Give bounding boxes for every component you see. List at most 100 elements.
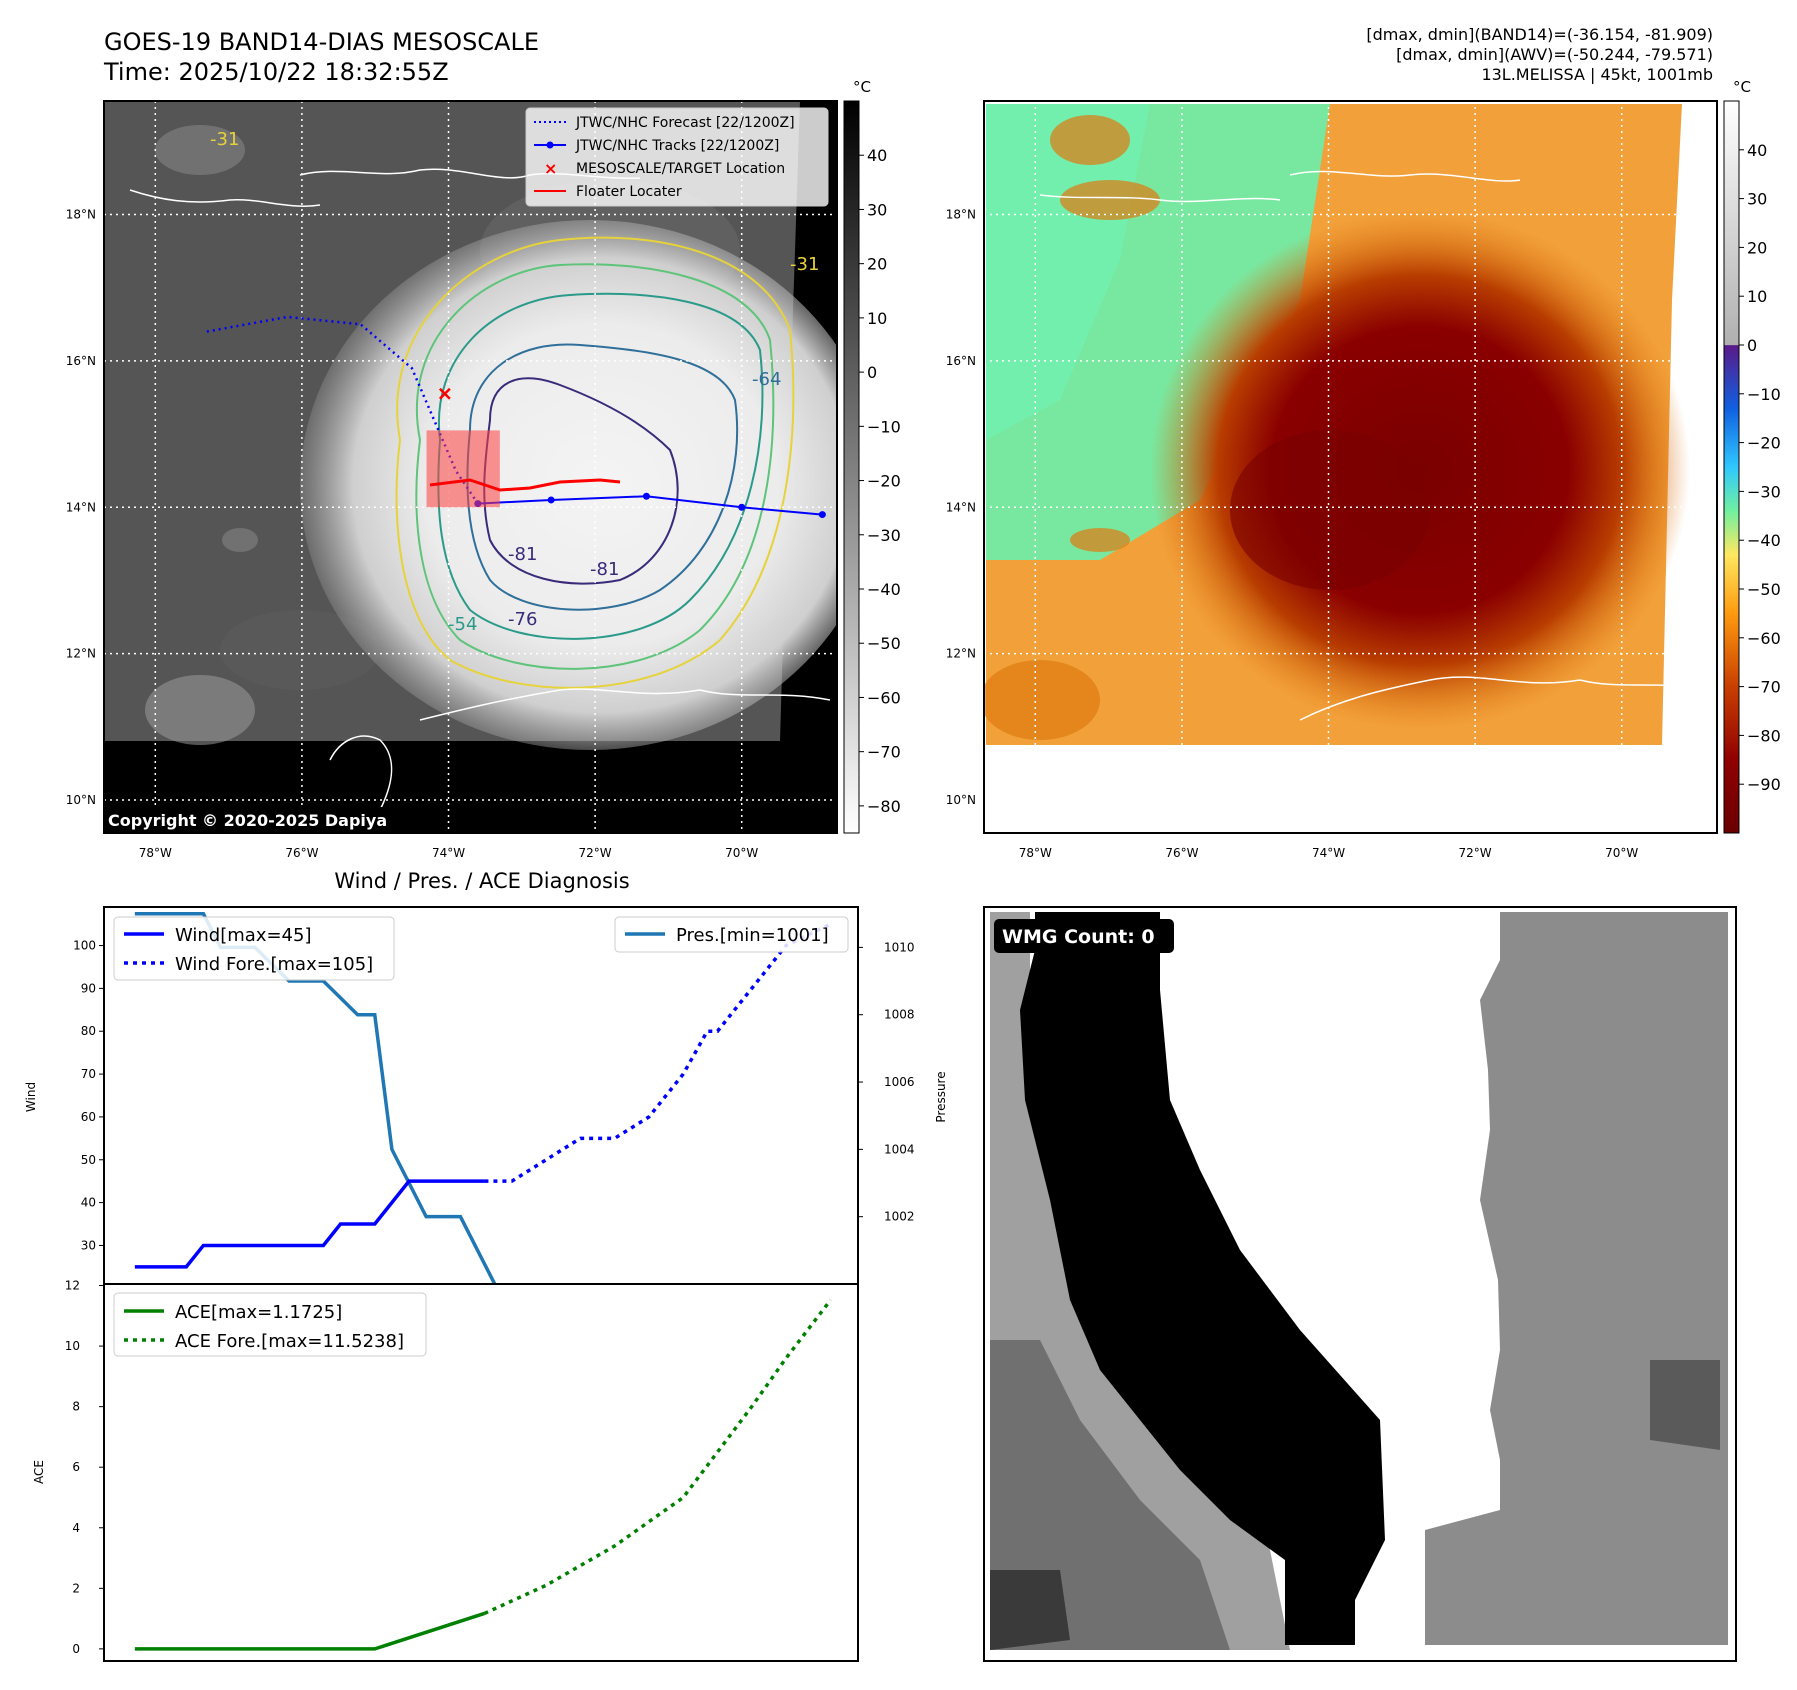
stats-storm: 13L.MELISSA | 45kt, 1001mb xyxy=(1481,65,1713,84)
ir-contours xyxy=(395,236,795,689)
ir-lat-ticks: 18°N 16°N 14°N 12°N 10°N xyxy=(66,207,96,807)
colorbar-tick-label: −80 xyxy=(867,797,901,816)
wmg-count-badge xyxy=(994,919,1174,953)
lat-tick-label: 16°N xyxy=(946,354,976,368)
ace-y-tick-label: 4 xyxy=(72,1521,80,1535)
lon-tick-label: 74°W xyxy=(1312,846,1345,860)
colorbar-tick-label: −30 xyxy=(1747,482,1781,501)
lon-tick-label: 70°W xyxy=(725,846,758,860)
colorbar-tick-label: 0 xyxy=(1747,336,1757,355)
pressure-y-tick-label: 1004 xyxy=(884,1142,915,1156)
wmg-dark-gray-region xyxy=(990,1570,1070,1650)
pres-legend-label: Pres.[min=1001] xyxy=(676,925,829,946)
colorbar-tick-label: −70 xyxy=(867,743,901,762)
ace-y-tick-label: 0 xyxy=(72,1642,80,1656)
contour-label: -64 xyxy=(752,369,781,390)
map-legend: JTWC/NHC Forecast [22/1200Z] JTWC/NHC Tr… xyxy=(525,107,829,207)
lon-tick-label: 76°W xyxy=(285,846,318,860)
series-line xyxy=(134,1179,485,1269)
wind-y-tick-label: 80 xyxy=(81,1024,96,1038)
band14-colorbar xyxy=(843,100,860,834)
track-point xyxy=(818,511,826,519)
contour-label: -54 xyxy=(448,614,477,635)
colorbar-tick-label: 20 xyxy=(1747,238,1767,257)
ace-axis-label: ACE xyxy=(32,1460,46,1484)
target-box xyxy=(426,430,500,508)
lat-tick-label: 16°N xyxy=(66,354,96,368)
wmg-frame xyxy=(983,906,1737,1662)
figure-time: Time: 2025/10/22 18:32:55Z xyxy=(103,58,449,86)
colorbar-tick-label: −20 xyxy=(1747,434,1781,453)
wmg-right-dark-patch xyxy=(1650,1360,1720,1450)
wind-y-tick-label: 50 xyxy=(81,1153,96,1167)
wv-coastlines xyxy=(1039,170,1701,721)
wind-legend-box xyxy=(113,916,395,981)
ir-satellite-map: -64 -76 -81 -81 -54 -31 -31 Copyright © … xyxy=(66,78,901,860)
lat-tick-label: 12°N xyxy=(946,647,976,661)
colorbar-tick-label: −10 xyxy=(1747,385,1781,404)
colorbar-tick-label: 40 xyxy=(867,146,887,165)
colorbar-tick-label: −80 xyxy=(1747,726,1781,745)
wv-dry-patches xyxy=(984,115,1160,740)
track-point xyxy=(738,503,746,511)
colorbar-tick-label: −10 xyxy=(867,417,901,436)
series-line xyxy=(134,1611,485,1651)
wv-storm-core xyxy=(1150,210,1690,730)
wind-y-tick-label: 90 xyxy=(81,981,96,995)
ace-y-tick-label: 10 xyxy=(65,1339,80,1353)
ace-fore-legend-label: ACE Fore.[max=11.5238] xyxy=(175,1331,404,1352)
colorbar-tick-label: −70 xyxy=(1747,678,1781,697)
stats-awv: [dmax, dmin](AWV)=(-50.244, -79.571) xyxy=(1396,45,1713,64)
ace-legend-box xyxy=(113,1292,427,1357)
colorbar-tick-label: 10 xyxy=(867,309,887,328)
wv-gridlines xyxy=(984,101,1717,833)
ace-legend-label: ACE[max=1.1725] xyxy=(175,1302,342,1323)
pressure-y-tick-label: 1002 xyxy=(884,1210,915,1224)
band14-colorbar-ticks: 40 30 20 10 0 −10 −20 −30 −40 −50 −60 −70 −80 xyxy=(859,146,901,816)
forecast-track-line xyxy=(206,315,479,505)
colorbar-tick-label: −60 xyxy=(867,688,901,707)
lon-tick-label: 76°W xyxy=(1165,846,1198,860)
pressure-y-ticks: 1002 1004 1006 1008 1010 xyxy=(858,940,915,1224)
wind-y-tick-label: 60 xyxy=(81,1110,96,1124)
wind-y-tick-label: 40 xyxy=(81,1196,96,1210)
lat-tick-label: 18°N xyxy=(946,207,976,221)
contour-label: -31 xyxy=(790,254,819,275)
wind-pressure-chart: Wind / Pres. / ACE Diagnosis 30 40 50 60 70 8… xyxy=(24,869,948,1285)
wmg-classification-panel: WMG Count: 0 xyxy=(983,906,1737,1662)
contour-label: -81 xyxy=(590,559,619,580)
ace-y-tick-label: 6 xyxy=(72,1460,80,1474)
pres-legend: Pres.[min=1001] xyxy=(614,916,849,953)
colorbar-tick-label: −50 xyxy=(867,634,901,653)
colorbar-tick-label: 40 xyxy=(1747,141,1767,160)
wind-y-ticks: 30 40 50 60 70 80 90 100 xyxy=(73,939,104,1252)
pres-legend-box xyxy=(614,916,849,953)
copyright-box xyxy=(104,807,416,833)
colorbar-tick-label: 30 xyxy=(867,200,887,219)
lat-tick-label: 14°N xyxy=(946,500,976,514)
lon-tick-label: 74°W xyxy=(432,846,465,860)
ace-series xyxy=(134,1298,832,1651)
awv-satellite-map: 78°W 76°W 74°W 72°W 70°W 18°N16°N14°N12°N10°… xyxy=(946,78,1781,860)
target-location-marker xyxy=(438,387,451,400)
lon-tick-label: 70°W xyxy=(1605,846,1638,860)
ir-frame xyxy=(103,100,838,834)
colorbar-tick-label: −40 xyxy=(1747,531,1781,550)
band14-colorbar-unit: °C xyxy=(853,78,871,96)
map-legend-box xyxy=(525,107,829,207)
awv-colorbar-unit: °C xyxy=(1733,78,1751,96)
pressure-axis-label: Pressure xyxy=(934,1071,948,1122)
pressure-y-tick-label: 1010 xyxy=(884,940,915,954)
lat-tick-label: 10°N xyxy=(66,793,96,807)
wv-lon-ticks: 78°W 76°W 74°W 72°W 70°W xyxy=(1019,846,1639,860)
wmg-right-gray-region xyxy=(1425,912,1728,1645)
contour-label: -81 xyxy=(508,544,537,565)
series-line xyxy=(484,922,832,1183)
copyright-text: Copyright © 2020-2025 Dapiya xyxy=(108,811,387,830)
wind-legend-label: Wind[max=45] xyxy=(175,925,312,946)
ace-legend: ACE[max=1.1725] ACE Fore.[max=11.5238] xyxy=(113,1292,427,1357)
lat-tick-label: 12°N xyxy=(66,647,96,661)
ace-y-tick-label: 8 xyxy=(72,1400,80,1414)
ace-y-tick-label: 12 xyxy=(65,1279,80,1293)
